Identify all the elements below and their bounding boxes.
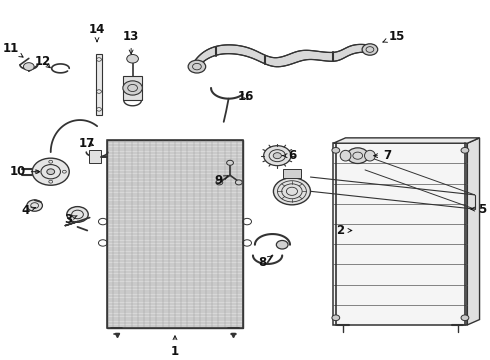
Text: 17: 17 [79,137,96,150]
Text: 10: 10 [9,165,40,178]
Circle shape [461,315,469,321]
Text: 12: 12 [34,55,50,68]
Circle shape [273,153,281,159]
Circle shape [276,240,288,249]
Bar [96,54,102,115]
Circle shape [47,169,54,175]
Circle shape [123,81,142,95]
Text: 15: 15 [383,30,405,43]
Text: 13: 13 [123,30,139,54]
Circle shape [273,178,311,205]
Circle shape [264,146,291,166]
Bar [283,169,301,178]
Circle shape [332,148,340,153]
Polygon shape [195,44,370,72]
Circle shape [127,54,139,63]
Text: 6: 6 [282,149,296,162]
Circle shape [227,160,233,165]
Circle shape [362,44,378,55]
Text: 4: 4 [21,204,35,217]
Text: 1: 1 [171,336,179,358]
Circle shape [235,180,242,185]
Text: 9: 9 [215,174,228,187]
Text: 2: 2 [337,224,352,237]
Text: 11: 11 [2,42,23,57]
Text: 16: 16 [238,90,254,103]
Bar [123,76,142,100]
Bar [89,150,101,163]
Text: 8: 8 [259,256,272,269]
Text: 5: 5 [471,203,486,216]
Circle shape [67,207,88,222]
Text: 7: 7 [374,149,391,162]
Polygon shape [467,138,480,325]
Circle shape [24,63,34,71]
Polygon shape [333,138,480,143]
Ellipse shape [365,150,375,161]
Polygon shape [107,140,243,328]
Polygon shape [333,143,467,325]
Text: 3: 3 [64,213,77,226]
Circle shape [32,158,69,185]
Circle shape [461,148,469,153]
Circle shape [347,148,368,163]
Circle shape [188,60,206,73]
Circle shape [332,315,340,321]
Circle shape [27,200,43,211]
Circle shape [216,180,223,185]
Ellipse shape [340,150,351,161]
Text: 14: 14 [89,23,105,42]
